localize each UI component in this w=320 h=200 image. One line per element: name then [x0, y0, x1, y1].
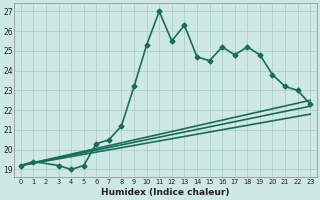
X-axis label: Humidex (Indice chaleur): Humidex (Indice chaleur)	[101, 188, 230, 197]
